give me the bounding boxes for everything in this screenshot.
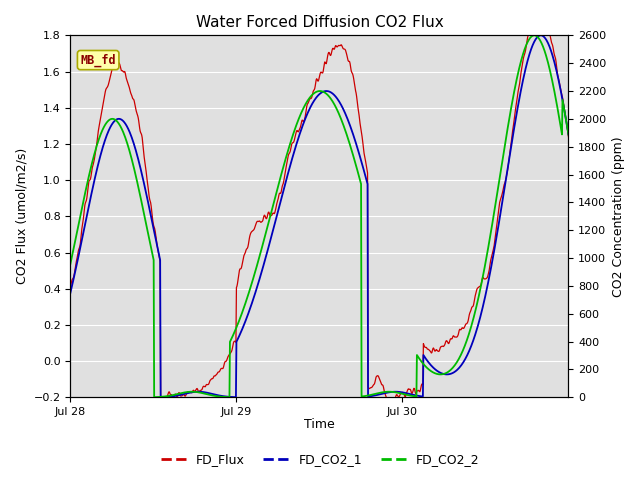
Text: MB_fd: MB_fd [81,53,116,67]
Y-axis label: CO2 Concentration (ppm): CO2 Concentration (ppm) [612,136,625,297]
Y-axis label: CO2 Flux (umol/m2/s): CO2 Flux (umol/m2/s) [15,148,28,285]
X-axis label: Time: Time [304,419,335,432]
Legend: FD_Flux, FD_CO2_1, FD_CO2_2: FD_Flux, FD_CO2_1, FD_CO2_2 [156,448,484,471]
Title: Water Forced Diffusion CO2 Flux: Water Forced Diffusion CO2 Flux [196,15,444,30]
